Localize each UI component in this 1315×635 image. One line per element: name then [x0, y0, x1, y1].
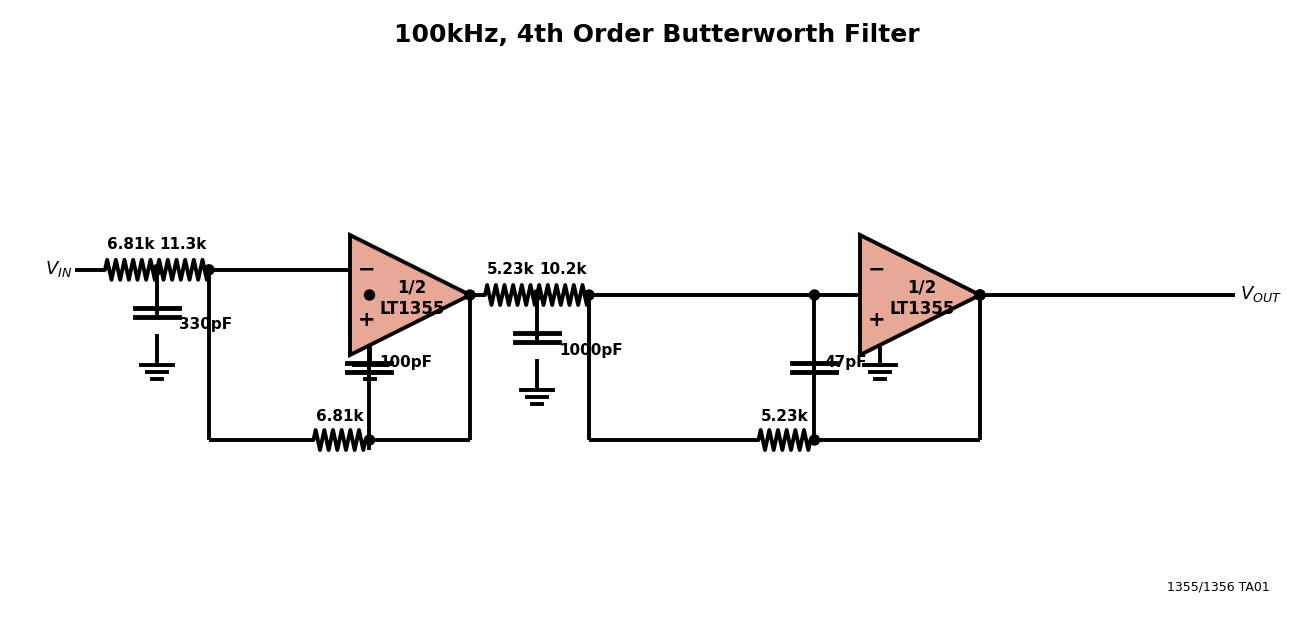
Text: 11.3k: 11.3k [159, 237, 206, 252]
Circle shape [364, 290, 375, 300]
Text: 47pF: 47pF [825, 355, 867, 370]
Circle shape [584, 290, 594, 300]
Circle shape [810, 435, 819, 445]
Text: 6.81k: 6.81k [316, 409, 363, 424]
Text: 100pF: 100pF [380, 355, 433, 370]
Text: $V_{IN}$: $V_{IN}$ [45, 259, 72, 279]
Circle shape [974, 290, 985, 300]
Text: 10.2k: 10.2k [539, 262, 586, 277]
Text: 330pF: 330pF [179, 318, 233, 332]
Text: 1355/1356 TA01: 1355/1356 TA01 [1168, 580, 1270, 593]
Text: 1000pF: 1000pF [559, 342, 622, 358]
Circle shape [204, 265, 214, 275]
Text: LT1355: LT1355 [889, 300, 955, 318]
Circle shape [153, 265, 162, 275]
Text: 6.81k: 6.81k [108, 237, 155, 252]
Polygon shape [860, 235, 980, 355]
Circle shape [533, 290, 542, 300]
Circle shape [466, 290, 475, 300]
Text: +: + [868, 311, 886, 330]
Text: −: − [868, 260, 886, 280]
Polygon shape [350, 235, 469, 355]
Text: 1/2: 1/2 [907, 278, 936, 296]
Circle shape [974, 290, 985, 300]
Text: 5.23k: 5.23k [487, 262, 535, 277]
Text: 100kHz, 4th Order Butterworth Filter: 100kHz, 4th Order Butterworth Filter [394, 23, 919, 47]
Text: +: + [358, 311, 376, 330]
Text: 1/2: 1/2 [397, 278, 426, 296]
Circle shape [364, 435, 375, 445]
Text: −: − [358, 260, 376, 280]
Circle shape [810, 290, 819, 300]
Text: LT1355: LT1355 [379, 300, 444, 318]
Text: 5.23k: 5.23k [760, 409, 809, 424]
Text: $V_{OUT}$: $V_{OUT}$ [1240, 284, 1282, 304]
